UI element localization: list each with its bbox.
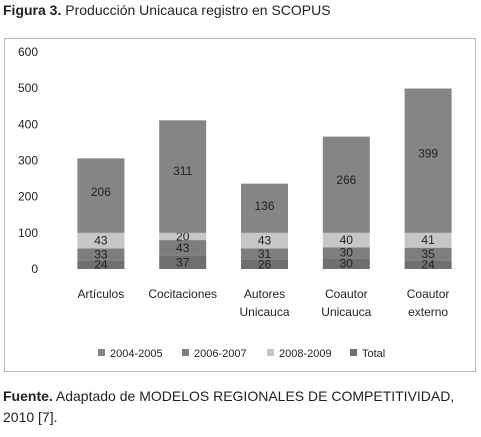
category-label: Cocitaciones <box>148 287 217 301</box>
data-label: 37 <box>176 255 190 269</box>
data-label: 40 <box>340 233 354 247</box>
legend-label: 2008-2009 <box>279 348 332 360</box>
bar-segment <box>159 232 207 241</box>
legend-swatch <box>98 349 105 356</box>
data-label: 26 <box>258 257 272 271</box>
category-label: Unicauca <box>239 305 289 319</box>
category-label: Autores <box>244 287 285 301</box>
data-label: 30 <box>340 257 354 271</box>
source-text: Adaptado de MODELOS REGIONALES DE COMPET… <box>3 388 455 425</box>
bar-segment <box>159 255 207 269</box>
data-label: 35 <box>421 247 435 261</box>
y-tick-label: 100 <box>18 226 38 240</box>
legend-swatch <box>182 349 189 356</box>
data-label: 24 <box>421 258 435 272</box>
source-label: Fuente. <box>3 388 53 404</box>
y-tick-label: 500 <box>18 81 38 95</box>
data-label: 43 <box>94 234 108 248</box>
data-label: 41 <box>421 233 435 247</box>
y-tick-label: 0 <box>31 262 38 276</box>
y-tick-label: 200 <box>18 190 38 204</box>
data-label: 206 <box>91 185 111 199</box>
category-label: Unicauca <box>321 305 371 319</box>
bar-segment <box>77 158 125 233</box>
category-label: Artículos <box>78 287 125 301</box>
category-label: Coautor <box>325 287 368 301</box>
bar-segment <box>322 247 370 259</box>
bar-segment <box>322 136 370 233</box>
bar-segment <box>241 259 288 269</box>
chart-svg: 0100200300400500600243343206Artículos374… <box>18 45 452 360</box>
data-label: 43 <box>258 234 272 248</box>
data-label: 33 <box>94 247 108 261</box>
legend-swatch <box>350 349 357 356</box>
data-label: 31 <box>258 247 272 261</box>
bar-segment <box>77 260 125 269</box>
bar-segment <box>404 247 452 261</box>
data-label: 20 <box>176 229 190 243</box>
y-tick-label: 400 <box>18 117 38 131</box>
category-label: Coautor <box>407 287 450 301</box>
bar-segment <box>404 232 452 248</box>
data-label: 136 <box>254 199 274 213</box>
bar-segment <box>322 232 370 248</box>
data-label: 24 <box>94 258 108 272</box>
y-tick-label: 600 <box>18 45 38 59</box>
figure-caption-label: Figura 3. <box>3 2 62 18</box>
bar-segment <box>404 260 452 269</box>
legend-label: 2004-2005 <box>110 348 163 360</box>
bar-segment <box>322 258 370 269</box>
y-tick-label: 300 <box>18 154 38 168</box>
bar-segment <box>159 120 207 233</box>
bar-segment <box>241 183 288 233</box>
data-label: 266 <box>336 173 356 187</box>
legend-swatch <box>267 349 274 356</box>
bar-segment <box>77 248 125 261</box>
data-label: 399 <box>418 146 438 160</box>
data-label: 43 <box>176 241 190 255</box>
chart-frame: 0 100 200 300 400 500 600 24 33 43 206 Artículos 37 4… <box>4 38 476 372</box>
category-label: externo <box>408 305 448 319</box>
source-note: Fuente. Adaptado de MODELOS REGIONALES D… <box>3 386 473 428</box>
legend-label: 2006-2007 <box>194 348 247 360</box>
bar-segment <box>77 232 125 249</box>
bar-segment <box>404 88 452 233</box>
bar-segment <box>241 248 288 260</box>
bar-segment <box>159 240 207 256</box>
figure-caption: Figura 3. Producción Unicauca registro e… <box>3 1 331 19</box>
figure-caption-text: Producción Unicauca registro en SCOPUS <box>61 2 331 18</box>
data-label: 30 <box>340 246 354 260</box>
data-label: 311 <box>173 164 192 178</box>
legend-label: Total <box>362 348 385 360</box>
bar-segment <box>241 232 288 249</box>
